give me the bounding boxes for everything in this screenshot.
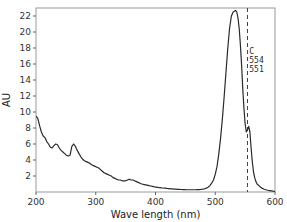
y-axis-label: AU [1, 93, 12, 107]
y-tick [33, 128, 36, 129]
plot-area [36, 8, 275, 192]
y-tick-label: 18 [20, 43, 32, 53]
y-tick [33, 144, 36, 145]
x-tick-label: 500 [207, 197, 224, 207]
y-tick-label: 22 [20, 11, 31, 21]
x-tick-label: 200 [27, 197, 44, 207]
y-tick [33, 160, 36, 161]
y-tick-label: 16 [20, 59, 32, 69]
x-tick-label: 300 [87, 197, 104, 207]
annotation-line: C [249, 47, 254, 56]
x-axis-label: Wave length (nm) [111, 209, 201, 220]
y-tick-label: 14 [20, 75, 32, 85]
y-tick [33, 176, 36, 177]
y-tick-label: 20 [20, 27, 32, 37]
x-tick-label: 600 [266, 197, 283, 207]
annotation-line: 551 [249, 65, 264, 74]
y-tick-label: 2 [25, 171, 31, 181]
y-tick-label: 4 [25, 155, 31, 165]
x-tick [155, 192, 156, 195]
x-tick [215, 192, 216, 195]
plot-frame [36, 8, 275, 192]
y-tick-label: 12 [20, 91, 31, 101]
x-tick [95, 192, 96, 195]
x-tick [275, 192, 276, 195]
y-tick-label: 8 [25, 123, 31, 133]
x-tick-label: 400 [147, 197, 164, 207]
annotation-line: 554 [249, 56, 264, 65]
y-tick-label: 6 [25, 139, 31, 149]
y-tick [33, 48, 36, 49]
x-tick [36, 192, 37, 195]
vertical-line [247, 8, 248, 192]
annotation: C554551 [249, 47, 264, 74]
spectrum-line [36, 10, 275, 191]
y-tick [33, 32, 36, 33]
chart: 2 4 6 8 10 12 14 16 18 20 22 200 300 400 500 600 Wave le… [0, 0, 287, 222]
y-tick [33, 16, 36, 17]
y-tick [33, 112, 36, 113]
y-tick [33, 80, 36, 81]
y-tick-label: 10 [20, 107, 32, 117]
y-tick [33, 64, 36, 65]
y-tick [33, 96, 36, 97]
